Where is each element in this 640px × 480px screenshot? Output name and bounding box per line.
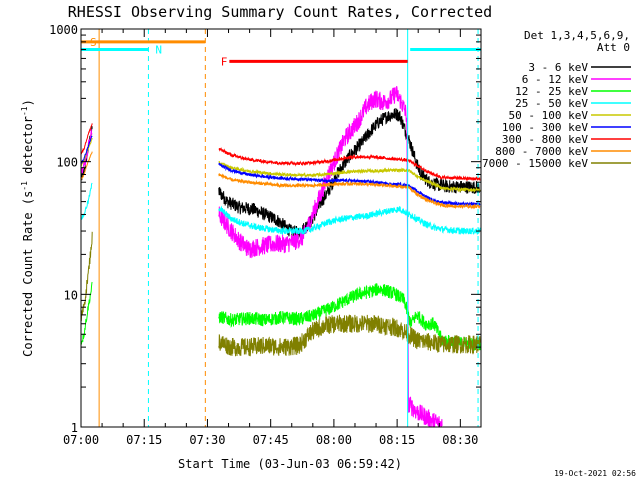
instrument-flags bbox=[81, 29, 481, 427]
x-tick-label: 08:30 bbox=[442, 433, 478, 447]
series-300-800-kev bbox=[81, 123, 481, 182]
axes: 07:00 07:15 07:30 07:45 08:00 08:15 08:30 1 10 10… bbox=[49, 23, 482, 447]
legend-label-50-100-kev: 50 - 100 keV bbox=[509, 109, 589, 122]
plot-marks bbox=[81, 85, 481, 427]
y-axis-label: Corrected Count Rate (s-1 detector-1) bbox=[20, 99, 35, 357]
y-tick-label: 1 bbox=[71, 421, 78, 435]
series-25-50-kev-pre-segment bbox=[81, 182, 93, 222]
legend-label-300-800-kev: 300 - 800 keV bbox=[502, 133, 588, 146]
legend-header-line-2: Att 0 bbox=[597, 41, 630, 54]
series-7000-15000-kev-main-segment bbox=[218, 314, 481, 357]
flag-letter-n: N bbox=[155, 44, 162, 57]
series-12-25-kev-pre-segment bbox=[81, 281, 93, 350]
legend-header-line-1: Det 1,3,4,5,6,9, bbox=[524, 29, 630, 42]
series-300-800-kev-main-segment bbox=[218, 147, 481, 182]
series-7000-15000-kev bbox=[81, 231, 481, 357]
y-label-part-2: detector bbox=[21, 116, 35, 181]
series-100-300-kev-main-segment bbox=[218, 162, 481, 208]
x-tick-label: 07:45 bbox=[253, 433, 289, 447]
legend-label-7000-15000-kev: 7000 - 15000 keV bbox=[482, 157, 588, 170]
y-tick-label: 1000 bbox=[49, 23, 78, 37]
flag-letter-s: S bbox=[90, 36, 97, 49]
y-label-sup-1: -1 bbox=[20, 181, 29, 191]
legend-label-12-25-kev: 12 - 25 keV bbox=[515, 85, 588, 98]
y-label-sup-2: -1 bbox=[20, 106, 29, 116]
y-tick-label: 100 bbox=[56, 156, 78, 170]
generation-timestamp: 19-Oct-2021 02:56 bbox=[554, 469, 636, 478]
legend-label-3-6-kev: 3 - 6 keV bbox=[528, 61, 588, 74]
plot-frame bbox=[80, 28, 482, 428]
x-tick-label: 07:30 bbox=[189, 433, 225, 447]
y-label-part-1: Corrected Count Rate (s bbox=[21, 191, 35, 357]
series-50-100-kev-pre-segment bbox=[81, 137, 93, 168]
series-3-6-kev-main-segment bbox=[218, 108, 481, 240]
series-25-50-kev bbox=[81, 182, 481, 236]
x-tick-label: 07:15 bbox=[126, 433, 162, 447]
series-50-100-kev bbox=[81, 137, 481, 193]
chart-title: RHESSI Observing Summary Count Rates, Co… bbox=[68, 3, 492, 21]
x-tick-label: 08:00 bbox=[316, 433, 352, 447]
series-6-12-kev-main-segment bbox=[218, 85, 443, 427]
x-tick-label: 07:00 bbox=[63, 433, 99, 447]
series-25-50-kev-main-segment bbox=[218, 205, 481, 236]
series-300-800-kev-pre-segment bbox=[81, 123, 93, 156]
legend-label-25-50-kev: 25 - 50 keV bbox=[515, 97, 588, 110]
y-label-part-3: ) bbox=[21, 99, 35, 106]
legend-label-800-7000-kev: 800 - 7000 keV bbox=[495, 145, 588, 158]
legend-label-100-300-kev: 100 - 300 keV bbox=[502, 121, 588, 134]
series-12-25-kev-main-segment bbox=[218, 283, 481, 351]
series-7000-15000-kev-pre-segment bbox=[81, 231, 93, 324]
series-800-7000-kev-main-segment bbox=[218, 172, 481, 210]
x-axis-label: Start Time (03-Jun-03 06:59:42) bbox=[178, 457, 402, 471]
legend-label-6-12-kev: 6 - 12 keV bbox=[522, 73, 589, 86]
flag-letter-f: F bbox=[221, 55, 228, 68]
series-12-25-kev bbox=[81, 281, 481, 351]
y-tick-label: 10 bbox=[64, 288, 78, 302]
x-tick-label: 08:15 bbox=[379, 433, 415, 447]
series-50-100-kev-main-segment bbox=[218, 160, 481, 193]
